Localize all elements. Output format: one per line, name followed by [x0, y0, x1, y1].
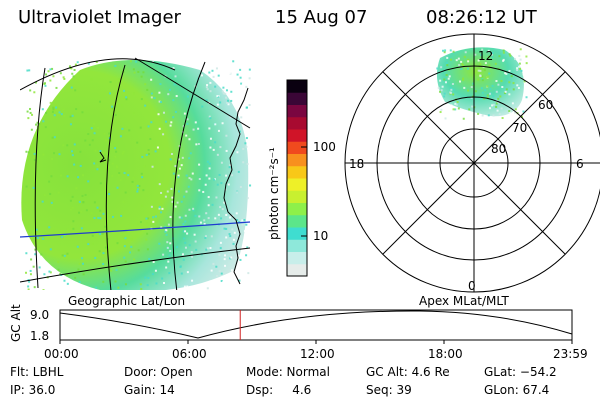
instrument-title: Ultraviolet Imager	[18, 7, 181, 28]
status-door: Door: Open	[124, 365, 193, 379]
status-filter: Flt: LBHL	[10, 365, 64, 379]
colorbar-segment	[287, 190, 307, 203]
status-gc-alt: GC Alt: 4.6 Re	[366, 365, 450, 379]
altitude-curve	[59, 310, 573, 339]
status-gain: Gain: 14	[124, 383, 175, 397]
altitude-ylabel: GC Alt	[9, 304, 23, 342]
colorbar-segment	[287, 92, 307, 105]
x-tick-label: 18:00	[428, 347, 463, 361]
altitude-ytick-min: 1.8	[30, 329, 50, 343]
x-tick-label: 06:00	[172, 347, 207, 361]
colorbar-tick-100: 100	[313, 140, 336, 154]
altitude-ytick-max: 9.0	[30, 308, 50, 322]
latitude-line	[20, 247, 251, 283]
coastline	[223, 87, 249, 285]
emission-speckle	[25, 60, 252, 290]
mlt-label-18: 18	[349, 157, 365, 171]
colorbar-segment	[287, 129, 307, 142]
mlt-label-6: 6	[576, 157, 584, 171]
colorbar-segment	[287, 251, 307, 265]
longitude-line	[172, 61, 206, 290]
status-mode: Mode: Normal	[246, 365, 330, 379]
colorbar-segment	[287, 165, 307, 179]
colorbar-segment	[287, 80, 307, 93]
geographic-reference-line	[20, 221, 251, 238]
mlat-label-80: 80	[491, 142, 507, 156]
longitude-line	[105, 64, 126, 290]
colorbar-tick-10: 10	[313, 229, 329, 243]
colorbar-segment	[287, 153, 307, 167]
colorbar-segment	[287, 141, 307, 154]
colorbar-segment	[287, 227, 307, 240]
date-label: 15 Aug 07	[275, 7, 368, 28]
longitude-line	[34, 67, 46, 289]
colorbar-segment	[287, 263, 307, 277]
mlat-label-70: 70	[512, 121, 528, 135]
mlt-label-0: 0	[468, 279, 476, 293]
time-label: 08:26:12 UT	[426, 7, 537, 28]
status-dsp: Dsp: 4.6	[246, 383, 312, 397]
x-tick-label: 00:00	[44, 347, 79, 361]
status-glon: GLon: 67.4	[484, 383, 550, 397]
mlt-label-12: 12	[478, 49, 494, 63]
island-outline	[99, 151, 107, 163]
x-tick-label: 12:00	[300, 347, 335, 361]
aurora-emission-region	[21, 60, 249, 290]
colorbar-segment	[287, 178, 307, 191]
colorbar-segment	[287, 104, 307, 118]
mlat-label-60: 60	[538, 98, 554, 112]
mlt-spoke	[382, 71, 566, 255]
status-seq: Seq: 39	[366, 383, 412, 397]
colorbar-segment	[287, 202, 307, 216]
status-ip: IP: 36.0	[10, 383, 56, 397]
x-tick-label: 23:59	[553, 347, 588, 361]
colorbar-frame	[286, 79, 308, 277]
colorbar-segment	[287, 239, 307, 252]
latitude-line	[134, 57, 251, 129]
polar-panel-label: Apex MLat/MLT	[419, 294, 509, 308]
status-glat: GLat: −54.2	[484, 365, 557, 379]
colorbar-segment	[287, 116, 307, 130]
geo-panel-label: Geographic Lat/Lon	[68, 294, 186, 308]
colorbar-segment	[287, 214, 307, 228]
latitude-line	[20, 58, 176, 91]
